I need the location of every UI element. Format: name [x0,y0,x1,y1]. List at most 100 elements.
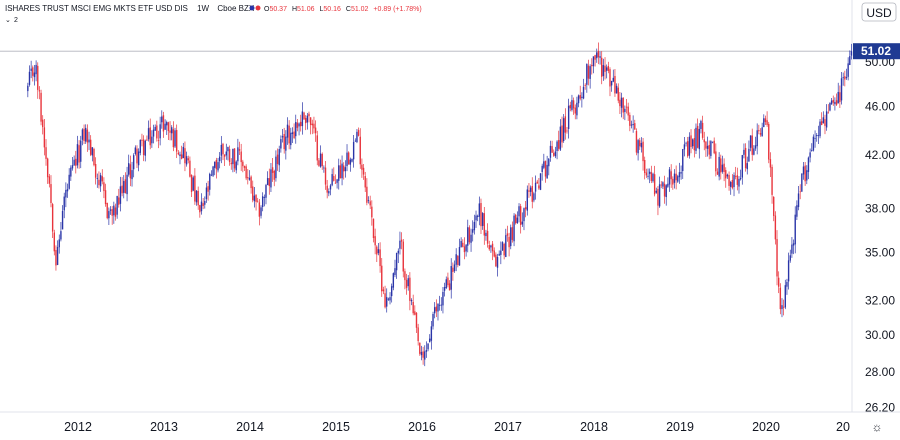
candle-up [665,185,667,198]
candle-up [559,126,562,150]
candle-up [356,131,358,143]
candle-down [480,203,482,227]
candle-down [515,214,517,224]
candle-up [847,63,849,77]
candle-down [779,287,782,310]
candle-up [605,67,608,71]
candle-down [839,92,841,103]
candle-down [121,185,123,194]
candle-up [458,247,461,266]
candle-up [440,304,442,306]
candle-up [802,166,805,175]
candle-up [131,170,133,180]
candle-down [83,128,85,141]
candle-up [377,249,380,254]
candle-down [774,215,777,240]
candle-down [238,149,241,151]
candle-up [478,203,481,217]
candle-down [607,65,610,71]
candle-up [427,343,429,350]
candle-up [420,351,423,356]
candle-down [98,179,100,186]
currency-selector[interactable]: USD [861,2,897,22]
candle-up [70,167,72,177]
svg-text:ISHARES TRUST MSCI EMG MKTS ET: ISHARES TRUST MSCI EMG MKTS ETF USD DIS … [5,4,255,13]
candle-down [187,158,189,161]
candle-down [190,174,193,192]
candle-up [323,167,325,169]
y-tick-label: 35.00 [865,246,895,260]
candle-up [523,208,525,222]
candle-down [609,69,611,87]
candle-up [648,171,651,174]
candle-up [814,138,816,139]
candle-down [736,175,739,185]
candle-up [390,286,393,297]
gear-icon[interactable]: ☼ [872,420,883,434]
candle-down [734,175,737,177]
candle-down [136,148,138,164]
indicators-toggle[interactable]: ⌄ 2 [5,17,18,24]
candle-up [71,165,74,169]
candle-up [407,278,409,287]
candle-up [152,129,155,137]
candle-up [599,56,601,58]
candle-down [339,165,342,179]
candle-up [450,266,452,290]
candle-up [338,165,340,181]
candle-down [723,163,725,172]
change-value: +0.89 (+1.78%) [373,6,421,13]
candle-up [582,86,585,99]
candle-down [645,172,648,176]
candle-down [524,207,527,210]
candle-up [534,182,537,192]
candle-up [159,124,161,139]
candle-up [232,148,234,165]
candle-up [76,144,79,166]
candle-down [400,239,403,242]
candle-down [491,243,494,252]
candle-up [845,77,848,79]
candle-up [91,147,94,156]
candle-down [536,181,538,184]
candle-down [629,114,631,126]
candle-down [771,166,773,195]
candle-up [341,163,343,179]
candle-down [124,179,127,194]
candle-down [199,205,201,213]
candle-up [700,121,702,129]
candle-up [205,187,208,200]
x-tick-label: 2018 [580,420,608,434]
candle-down [194,175,196,202]
candle-up [811,150,813,151]
candle-up [549,145,552,158]
candle-up [354,140,356,142]
candle-down [94,164,97,178]
candle-up [166,122,168,126]
candle-up [253,195,256,202]
candle-down [247,177,249,179]
candle-down [776,239,778,277]
candle-down [32,67,34,76]
candle-down [180,154,183,159]
candle-up [139,139,141,153]
candle-up [425,350,428,352]
candle-up [586,63,588,85]
last-price-badge: 51.02 [853,43,900,60]
indicator-count: 2 [14,17,18,24]
candle-up [395,253,398,271]
y-tick-label: 32.00 [865,294,895,308]
time-axis[interactable]: 2012 2013 2014 2015 2016 2017 2018 2019 2020 20 [64,420,850,434]
candle-up [336,179,338,183]
candle-down [564,116,567,133]
candle-up [109,209,112,211]
candle-down [321,153,323,167]
candle-down [324,167,327,185]
candle-up [596,52,598,59]
candle-down [566,130,568,132]
candle-up [220,144,223,156]
candle-up [161,116,163,123]
candle-down [357,130,360,136]
symbol-legend[interactable]: ISHARES TRUST MSCI EMG MKTS ETF USD DIS … [5,4,422,24]
